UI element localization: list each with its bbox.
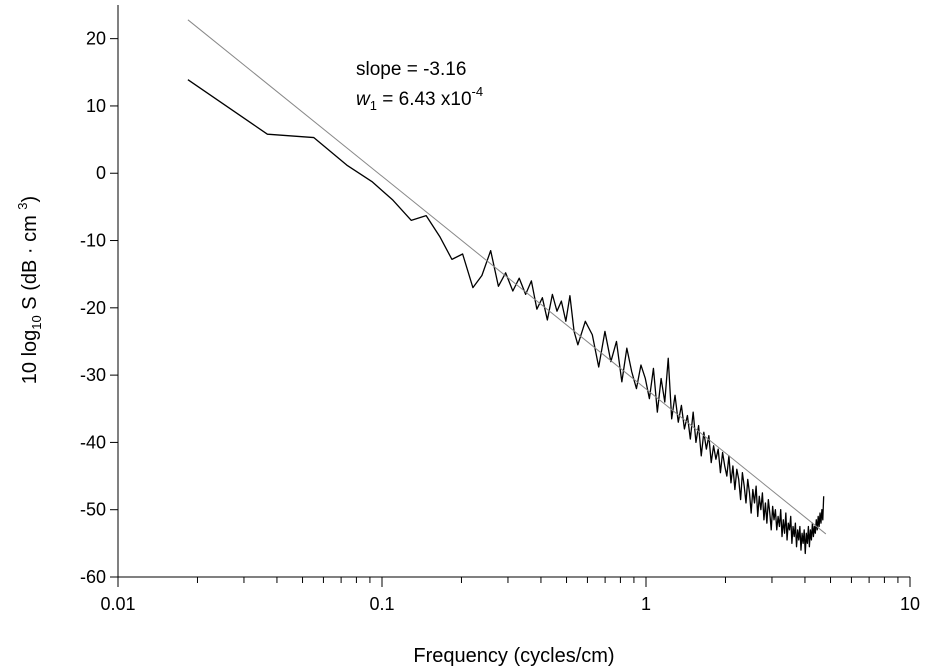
text-part: 10 [29, 315, 44, 329]
y-tick-label: 10 [86, 96, 106, 116]
text-part: 1 [370, 98, 377, 113]
annotation: w1 = 6.43 x10-4 [356, 84, 483, 113]
y-tick-label: -10 [80, 231, 106, 251]
y-tick-label: -40 [80, 432, 106, 452]
text-part: = 6.43 x10 [377, 89, 472, 110]
y-tick-label: -60 [80, 567, 106, 587]
y-tick-label: 0 [96, 163, 106, 183]
y-axis-label: 10 log10 S (dB · cm 3) [15, 196, 44, 384]
x-tick-label: 1 [641, 594, 651, 614]
x-tick-label: 0.01 [100, 594, 135, 614]
x-axis-label: Frequency (cycles/cm) [413, 645, 614, 667]
y-tick-label: -20 [80, 298, 106, 318]
data-line [187, 19, 827, 535]
text-part: ) [19, 196, 41, 203]
text-part: 3 [15, 202, 30, 209]
annotation: slope = -3.16 [356, 59, 466, 80]
y-tick-label: 20 [86, 29, 106, 49]
y-tick-label: -30 [80, 365, 106, 385]
text-part: w [356, 89, 371, 110]
text-part: -4 [472, 84, 484, 99]
x-tick-label: 0.1 [369, 594, 394, 614]
data-line [187, 79, 825, 555]
text-part: S (dB · cm [19, 210, 41, 316]
x-tick-label: 10 [900, 594, 920, 614]
text-part: 10 log [19, 330, 41, 385]
y-tick-label: -50 [80, 500, 106, 520]
